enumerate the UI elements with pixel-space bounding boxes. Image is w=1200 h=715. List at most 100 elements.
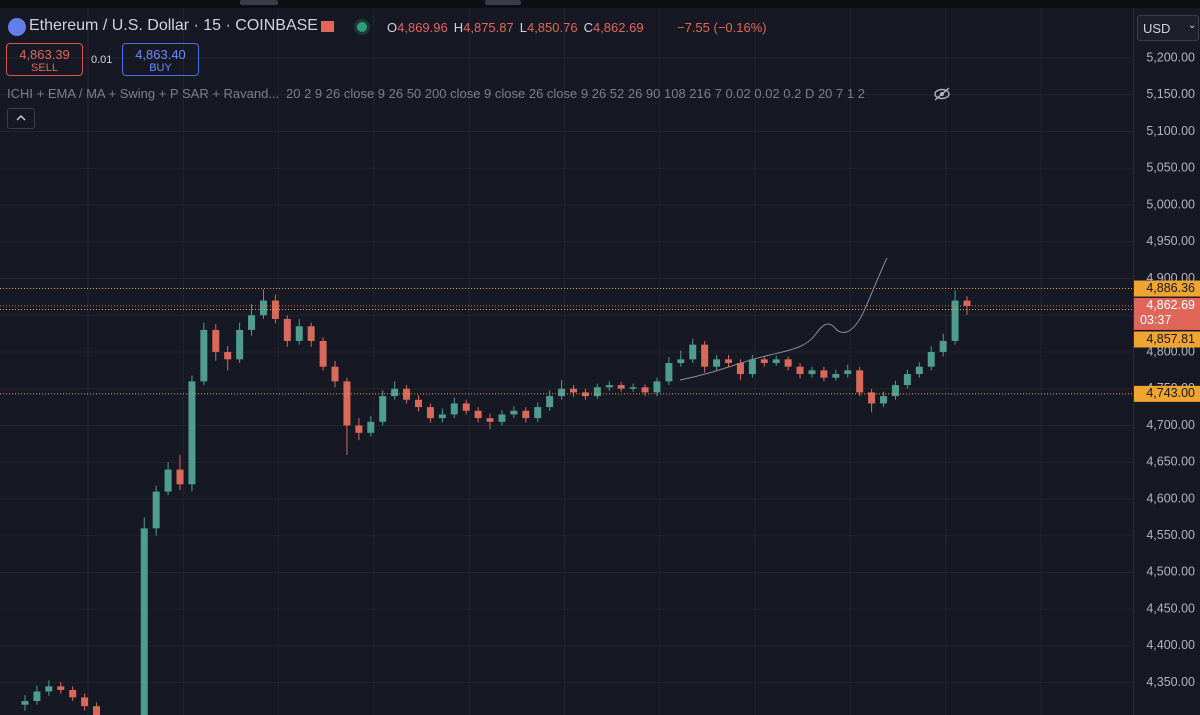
ohlc-legend: O4,869.96 H4,875.87 L4,850.76 C4,862.69: [387, 20, 650, 35]
spread: 0.01: [91, 54, 113, 66]
candle-body: [522, 410, 530, 419]
chart-title: Ethereum / U.S. Dollar · 15 · COINBASE: [29, 17, 318, 34]
candle-body: [248, 315, 256, 330]
coin-icon: [8, 18, 26, 36]
price-label-box: [1134, 331, 1200, 348]
ohlc-key: C: [583, 20, 593, 35]
y-tick-label: 4,400.00: [1146, 638, 1195, 652]
candle-body: [832, 374, 840, 378]
candle-body: [736, 363, 744, 375]
buy-label: BUY: [149, 62, 172, 74]
candle-body: [725, 359, 733, 364]
buy-button[interactable]: 4,863.40 BUY: [122, 43, 199, 76]
candle-body: [152, 491, 160, 529]
candle-body: [343, 381, 351, 426]
tab: [240, 0, 278, 5]
candle-body: [414, 399, 422, 408]
y-tick-label: 4,650.00: [1146, 455, 1195, 469]
candle-body: [784, 359, 792, 367]
y-tick-label: 5,100.00: [1146, 124, 1195, 138]
candle-body: [33, 691, 41, 702]
ohlc-key: O: [387, 20, 398, 35]
candle-body: [629, 387, 637, 389]
candle-body: [57, 686, 65, 691]
sell-label: SELL: [31, 62, 58, 74]
y-tick-label: 4,700.00: [1146, 418, 1195, 432]
currency-select[interactable]: USD ⌄: [1137, 15, 1199, 41]
countdown: 03:37: [1140, 313, 1171, 327]
candle-body: [200, 329, 208, 382]
candle-body: [963, 300, 971, 306]
hide-icon[interactable]: [932, 86, 952, 102]
candle-body: [21, 701, 29, 705]
y-tick-label: 4,600.00: [1146, 491, 1195, 505]
candle-body: [355, 425, 363, 433]
candle-body: [927, 351, 935, 367]
change: −7.55 (−0.16%): [677, 20, 767, 35]
candle-body: [283, 318, 291, 341]
candle-body: [307, 326, 315, 341]
candle-body: [367, 421, 375, 433]
candle-body: [605, 385, 613, 388]
candle-body: [653, 381, 661, 393]
ohlc-value: 4,869.96: [397, 20, 448, 35]
y-tick-label: 4,450.00: [1146, 601, 1195, 615]
ohlc-key: L: [519, 20, 527, 35]
collapse-button[interactable]: [7, 108, 35, 129]
status-dot: [357, 22, 367, 32]
price-label-box: [1134, 385, 1200, 402]
flag[interactable]: [321, 21, 334, 32]
candle-body: [474, 410, 482, 419]
candle-body: [236, 329, 244, 360]
candle-body: [558, 388, 566, 397]
candle-body: [617, 385, 625, 389]
candle-body: [379, 396, 387, 422]
candle-body: [891, 385, 899, 397]
candle-body: [45, 686, 53, 692]
candle-body: [844, 370, 852, 375]
candle-body: [271, 300, 279, 319]
candle-body: [641, 387, 649, 393]
price-label: 4,857.81: [1146, 332, 1195, 346]
price-axis: 4,350.00 4,400.00 4,450.00 4,500.00 4,550.00…: [1134, 50, 1200, 689]
y-tick-label: 4,500.00: [1146, 565, 1195, 579]
ohlc-value: 4,875.87: [463, 20, 514, 35]
sell-button[interactable]: 4,863.39 SELL: [6, 43, 83, 76]
y-tick-label: 4,950.00: [1146, 234, 1195, 248]
candle-body: [391, 388, 399, 397]
sell-price: 4,863.39: [19, 47, 70, 62]
candle-body: [808, 370, 816, 375]
candle-body: [81, 697, 89, 707]
ohlc-value: 4,850.76: [526, 20, 578, 35]
candle-body: [903, 374, 911, 386]
candle-body: [403, 388, 411, 400]
candle-body: [426, 407, 434, 419]
candle-body: [534, 407, 542, 419]
indicator-name[interactable]: ICHI + EMA / MA + Swing + P SAR + Ravand…: [7, 86, 280, 101]
candle-body: [462, 403, 470, 411]
y-tick-label: 4,350.00: [1146, 675, 1195, 689]
top-strip: [0, 0, 1200, 8]
candle-body: [951, 300, 959, 341]
candle-body: [486, 418, 494, 422]
candle-body: [224, 351, 232, 360]
dropdown-arrow: ⌄: [1188, 20, 1197, 31]
candle-body: [820, 370, 828, 378]
currency: USD: [1143, 21, 1171, 36]
y-tick-label: 5,150.00: [1146, 87, 1195, 101]
candle-body: [570, 388, 578, 393]
price-label-box: [1134, 280, 1200, 297]
buy-price: 4,863.40: [135, 47, 186, 62]
candle-body: [164, 469, 172, 492]
candle-body: [689, 344, 697, 360]
candle-body: [140, 528, 148, 715]
plot: [0, 288, 1133, 715]
candle-body: [915, 366, 923, 375]
candle-body: [510, 410, 518, 415]
indicator-line: [679, 257, 888, 381]
candle-body: [772, 359, 780, 364]
ohlc-key: H: [453, 20, 464, 35]
y-tick-label: 5,050.00: [1146, 161, 1195, 175]
price-label: 4,886.36: [1146, 281, 1195, 295]
